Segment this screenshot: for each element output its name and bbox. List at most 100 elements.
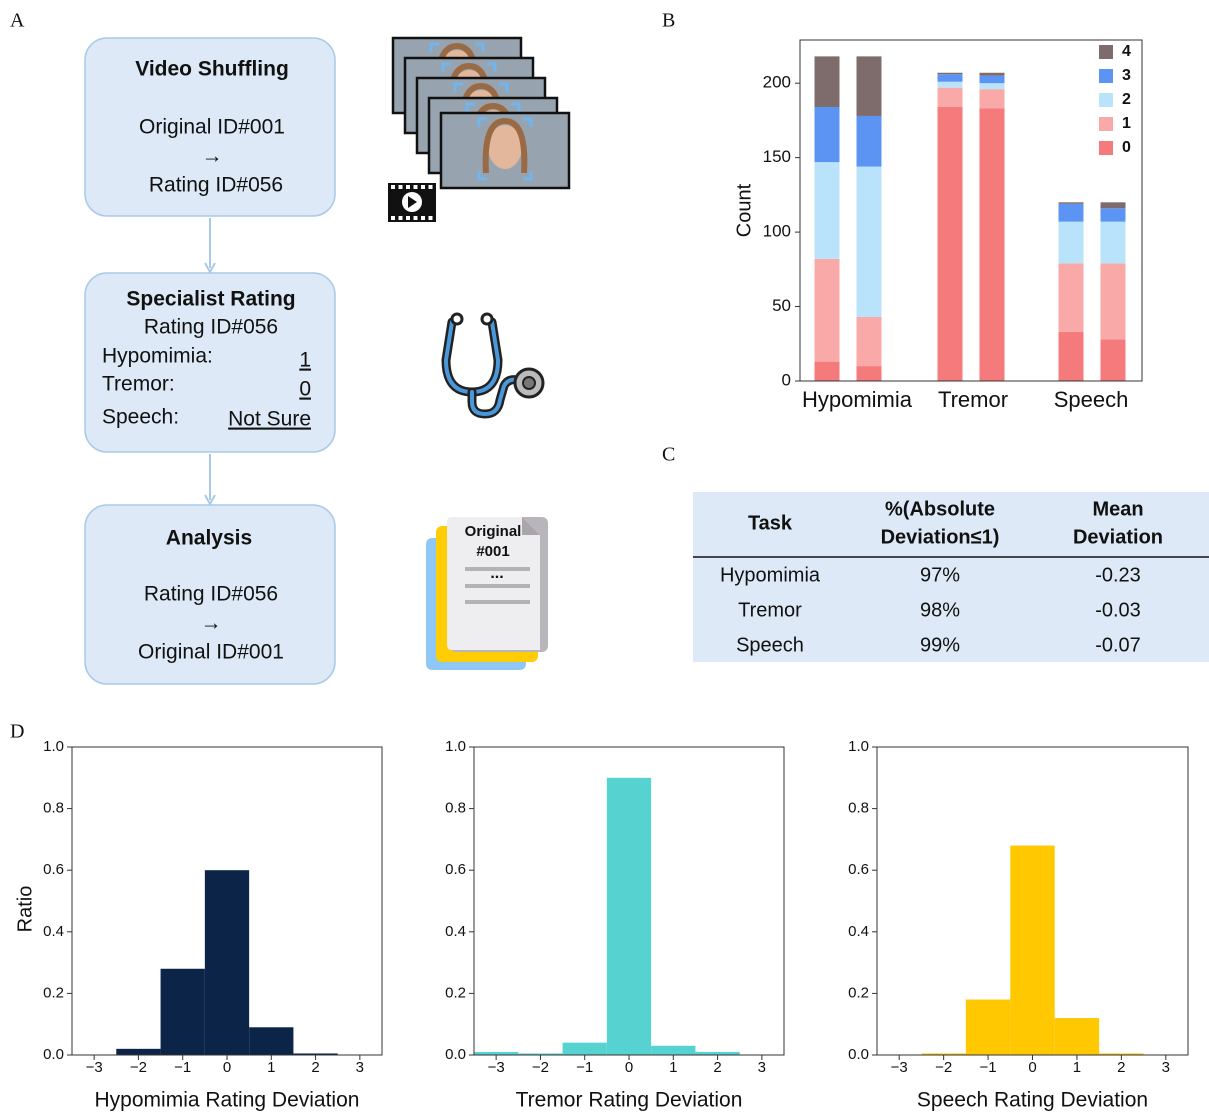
x-tick-label: −2 [935,1059,952,1076]
legend-swatch [1099,45,1113,59]
x-tick-label: 3 [1162,1059,1170,1076]
y-tick-label: 1.0 [43,738,64,755]
y-tick-label: 0.0 [43,1046,64,1063]
figure: A B C D Video Shuffling Original ID#001 … [0,0,1209,1112]
y-tick-label: 200 [763,73,791,92]
rating-task: Tremor: [102,373,175,396]
bar-segment [857,167,882,317]
table-cell: Tremor [738,599,802,621]
x-tick-label: 1 [267,1059,275,1076]
rating-score: Not Sure [228,408,311,431]
y-tick-label: 0.6 [43,861,64,878]
panel-label: B [662,10,675,32]
y-axis-title: Count [733,183,755,237]
panel-label: D [10,721,24,743]
x-axis-title: Hypomimia Rating Deviation [95,1089,360,1112]
box-title: Video Shuffling [135,58,289,81]
legend-label: 0 [1122,139,1131,156]
rating-score: 1 [299,349,311,372]
x-tick-label: 1 [1073,1059,1081,1076]
bar-segment [980,76,1005,83]
film-hole [414,185,418,189]
bar-segment [1059,332,1084,381]
film-hole [414,216,418,220]
table-header: Task [748,512,793,534]
bar-segment [1059,204,1084,222]
box-line: Rating ID#056 [144,316,278,339]
film-hole [429,216,433,220]
legend-swatch [1099,117,1113,131]
x-tick-label: −3 [891,1059,908,1076]
film-hole [406,216,410,220]
x-axis-title: Tremor Rating Deviation [516,1089,743,1112]
y-tick-label: 1.0 [848,738,869,755]
bar-segment [1059,263,1084,331]
bar-segment [1101,208,1126,221]
bar-segment [980,83,1005,89]
table: Task%(AbsoluteDeviation≤1)MeanDeviationH… [693,492,1209,662]
bar-segment [938,88,963,107]
rating-task: Hypomimia: [102,345,213,368]
hist-bar [1010,846,1054,1055]
x-tick-label: 0 [625,1059,633,1076]
y-tick-label: 0.8 [445,800,466,817]
y-tick-label: 0.4 [848,923,869,940]
y-tick-label: 0.2 [445,984,466,1001]
document-text: Original [465,523,522,540]
bar-segment [815,259,840,362]
box-line: Rating ID#056 [149,174,283,197]
film-hole [391,216,395,220]
x-tick-label: −2 [532,1059,549,1076]
x-tick-label: 2 [1117,1059,1125,1076]
y-tick-label: 0.8 [848,800,869,817]
table-cell: -0.03 [1095,599,1141,621]
legend-swatch [1099,141,1113,155]
x-tick-label: −1 [980,1059,997,1076]
x-tick-label: 3 [356,1059,364,1076]
hist-bar [249,1027,293,1055]
y-tick-label: 0.2 [43,984,64,1001]
bar-segment [980,89,1005,108]
video-icon [388,38,569,222]
document-text: #001 [476,543,509,560]
panel-label: C [662,444,675,466]
table-cell: -0.07 [1095,634,1141,656]
table-cell: Hypomimia [720,564,821,586]
table-cell: 99% [920,634,960,656]
box-line: Original ID#001 [138,641,284,664]
box-title: Analysis [166,527,252,550]
bar-segment [938,74,963,81]
x-tick-label: 0 [1028,1059,1036,1076]
table-cell: -0.23 [1095,564,1141,586]
table-header: %(Absolute [885,498,995,520]
y-tick-label: 0.4 [445,923,466,940]
bar-segment [938,82,963,88]
bar-segment [1059,222,1084,264]
rating-task: Speech: [102,406,179,429]
y-tick-label: 0.6 [848,861,869,878]
bar-segment [938,73,963,74]
bar-segment [938,107,963,381]
bar-segment [857,56,882,116]
table-cell: Speech [736,634,804,656]
box-line: → [202,145,223,168]
group-label: Hypomimia [802,387,913,412]
film-hole [421,216,425,220]
bar-segment [815,107,840,162]
bar-segment [815,362,840,381]
legend-label: 4 [1122,43,1131,60]
rating-score: 0 [299,378,311,401]
table-header: Mean [1092,498,1143,520]
x-tick-label: 1 [669,1059,677,1076]
x-tick-label: 2 [713,1059,721,1076]
table-header: Deviation [1073,526,1163,548]
plot-frame [800,40,1142,381]
y-tick-label: 0.6 [445,861,466,878]
legend-swatch [1099,69,1113,83]
legend-label: 2 [1122,91,1131,108]
group-label: Speech [1054,387,1129,412]
table-cell: 97% [920,564,960,586]
y-tick-label: 0.0 [445,1046,466,1063]
document-icon: Original #001 ... [426,517,548,670]
legend-label: 3 [1122,67,1131,84]
